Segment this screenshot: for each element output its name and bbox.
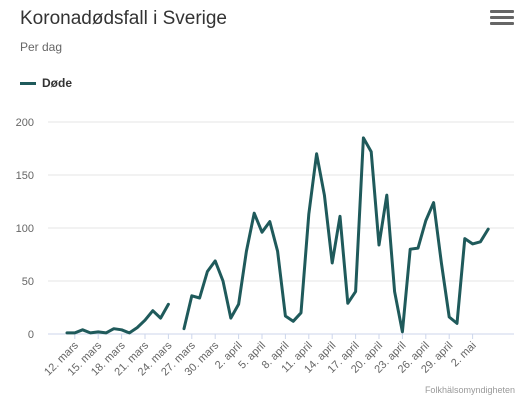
menu-line bbox=[490, 10, 514, 13]
menu-line bbox=[490, 16, 514, 19]
y-tick-label: 50 bbox=[22, 276, 34, 288]
hamburger-menu-icon[interactable] bbox=[490, 10, 514, 32]
legend-item[interactable]: Døde bbox=[20, 76, 72, 90]
y-tick-label: 0 bbox=[28, 329, 34, 341]
legend-label: Døde bbox=[42, 76, 72, 90]
chart-subtitle: Per dag bbox=[20, 40, 63, 54]
y-tick-label: 200 bbox=[16, 117, 34, 129]
chart-title: Koronadødsfall i Sverige bbox=[20, 8, 227, 29]
menu-line bbox=[490, 22, 514, 25]
credits-link[interactable]: Folkhälsomyndigheten bbox=[424, 385, 515, 395]
series-line-dode bbox=[65, 136, 490, 335]
x-tick-label: 2. mai bbox=[449, 340, 479, 370]
y-tick-label: 100 bbox=[16, 223, 34, 235]
y-tick-label: 150 bbox=[16, 170, 34, 182]
legend-line-swatch bbox=[20, 81, 36, 85]
